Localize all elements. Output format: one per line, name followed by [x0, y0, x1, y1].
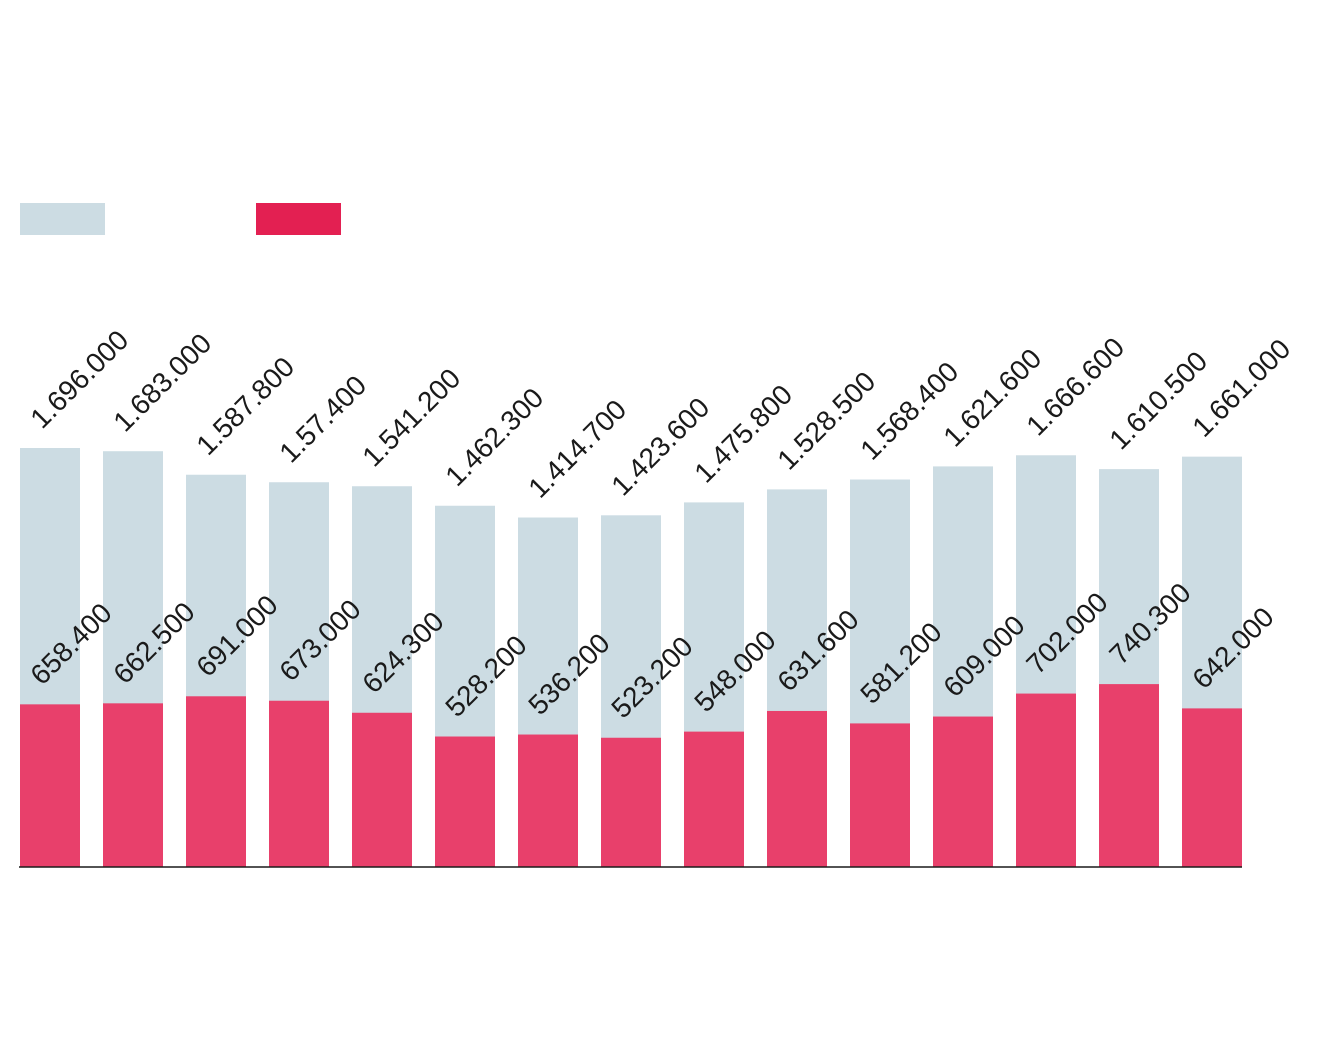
- legend-swatch-series-1: [20, 203, 105, 235]
- series-2-bars: [20, 684, 1242, 867]
- series-1-data-label: 1.541.200: [356, 362, 466, 472]
- series-2-bar: [684, 731, 744, 867]
- series-2-bar: [1099, 684, 1159, 867]
- series-2-bar: [1016, 693, 1076, 867]
- series-2-bar: [435, 736, 495, 867]
- series-2-bar: [103, 703, 163, 867]
- series-2-bar: [518, 734, 578, 867]
- series-2-bar: [352, 712, 412, 867]
- series-2-bar: [269, 700, 329, 867]
- series-1-data-label: 1.528.500: [771, 366, 881, 476]
- series-1-data-label: 1.621.600: [937, 343, 1047, 453]
- series-2-bar: [1182, 708, 1242, 867]
- series-1-data-label: 1.568.400: [854, 356, 964, 466]
- series-2-bar: [767, 710, 827, 867]
- series-2-bar: [20, 704, 80, 867]
- legend-swatch-series-2: [256, 203, 341, 235]
- series-2-bar: [850, 723, 910, 867]
- series-1-data-label: 1.661.000: [1186, 333, 1296, 443]
- series-1-data-label: 1.475.800: [688, 379, 798, 489]
- series-2-bar: [186, 696, 246, 867]
- series-2-bar: [933, 716, 993, 867]
- legend: [20, 203, 341, 235]
- series-2-bar: [601, 737, 661, 867]
